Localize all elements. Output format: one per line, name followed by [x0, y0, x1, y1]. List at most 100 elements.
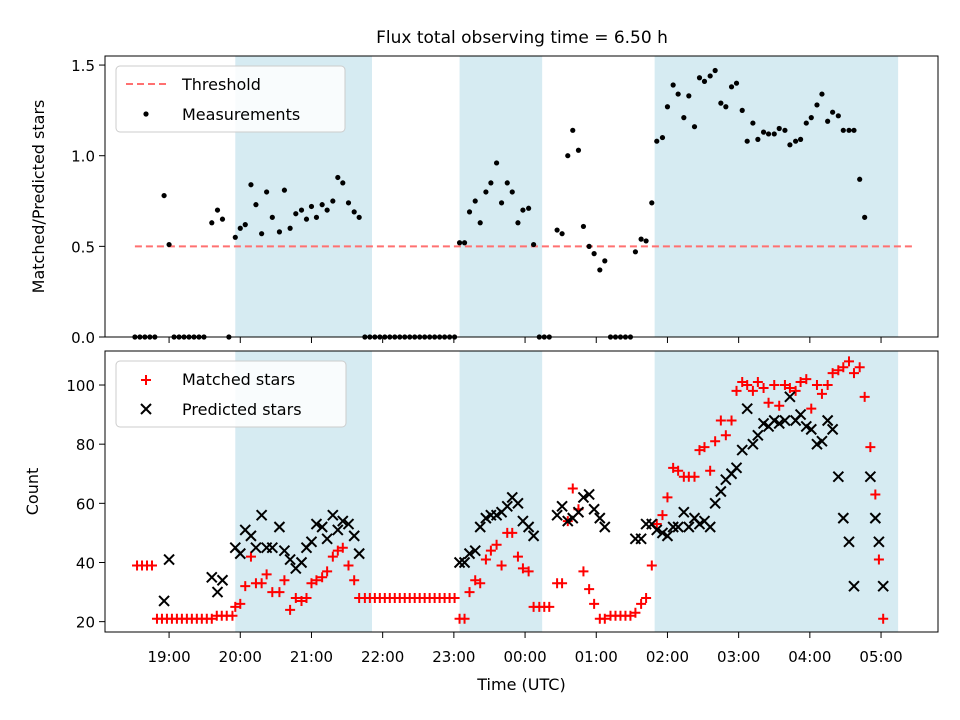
matched-star-point — [337, 542, 348, 553]
measurement-point — [209, 220, 215, 226]
matched-star-point — [726, 415, 737, 426]
matched-star-point — [523, 566, 534, 577]
matched-star-point — [790, 385, 801, 396]
matched-star-point — [279, 575, 290, 586]
measurement-point — [531, 241, 537, 248]
bottom-x-ticks: 19:00 20:00 21:00 22:00 23:00 00:00 01:00 02:00… — [147, 632, 903, 666]
measurement-point — [554, 227, 560, 233]
measurement-point — [632, 249, 639, 255]
matched-star-point — [584, 584, 595, 595]
measurement-point — [259, 231, 265, 237]
predicted-star-point — [342, 518, 355, 530]
predicted-star-point — [255, 509, 268, 521]
shaded-band-top-1 — [459, 56, 543, 337]
measurement-point — [803, 120, 809, 126]
predicted-star-point — [453, 556, 466, 569]
measurement-point — [739, 107, 745, 113]
measurement-point — [760, 129, 767, 135]
measurement-point — [498, 200, 505, 206]
matched-star-point — [769, 380, 780, 391]
count-panel: 20 40 60 80 100 19:00 20:00 21:00 22:00 23:00 00:… — [23, 350, 939, 694]
measurement-point — [575, 147, 582, 153]
matched-star-point — [567, 483, 578, 494]
predicted-star-point — [651, 524, 663, 536]
measurement-point — [659, 134, 666, 141]
measurement-point — [664, 104, 671, 110]
matched-star-point — [646, 560, 657, 571]
predicted-star-point — [551, 509, 563, 521]
x-tick-label: 00:00 — [503, 648, 546, 666]
predicted-star-point — [348, 530, 360, 542]
measurement-point — [586, 243, 592, 249]
measurement-point — [477, 220, 483, 226]
predicted-star-point — [864, 471, 877, 483]
predicted-star-point — [816, 435, 828, 447]
legend-measurement-label: Measurements — [182, 105, 300, 124]
measurement-point — [472, 198, 478, 204]
measurement-point — [269, 214, 275, 220]
matched-star-point — [720, 430, 731, 441]
matched-star-point — [496, 560, 507, 571]
measurement-point — [493, 160, 500, 166]
predicted-star-point — [332, 524, 344, 536]
measurement-point — [166, 241, 172, 248]
x-axis-label: Time (UTC) — [476, 675, 565, 694]
measurement-point — [293, 211, 299, 217]
predicted-star-point — [583, 488, 595, 501]
top-legend: Threshold Measurements — [115, 65, 346, 133]
measurement-point — [649, 200, 655, 206]
predicted-star-point — [474, 521, 486, 533]
measurement-point — [345, 200, 352, 206]
matched-star-point — [747, 385, 758, 396]
y-tick-label: 0.0 — [71, 329, 95, 347]
predicted-star-point — [527, 530, 540, 542]
measurement-point — [253, 202, 259, 208]
matched-star-point — [806, 403, 817, 414]
predicted-star-point — [556, 500, 568, 512]
predicted-star-point — [672, 521, 684, 533]
measurement-point — [242, 222, 248, 228]
shaded-band-top-2 — [654, 56, 899, 337]
legend-predicted-label: Predicted stars — [182, 400, 302, 419]
legend-threshold-label: Threshold — [181, 75, 261, 94]
measurement-point — [335, 174, 341, 181]
predicted-star-point — [310, 518, 323, 530]
y-tick-label: 100 — [66, 377, 95, 395]
matched-star-point — [641, 592, 652, 603]
measurement-point — [298, 207, 305, 213]
predicted-star-point — [469, 544, 481, 557]
measurement-point — [819, 91, 825, 97]
measurement-point — [303, 216, 310, 222]
matched-star-point — [865, 442, 876, 453]
measurement-point — [728, 84, 735, 90]
matched-star-point — [349, 575, 360, 586]
matched-star-point — [146, 560, 157, 571]
matched-star-point — [657, 510, 668, 521]
predicted-star-point — [316, 521, 328, 533]
y-tick-label: 1.0 — [71, 148, 95, 166]
matched-star-point — [838, 362, 849, 373]
predicted-star-point — [266, 541, 279, 554]
measurement-point — [591, 251, 597, 257]
matched-star-point — [651, 519, 662, 530]
ratio-panel: 0.0 0.5 1.0 1.5 Matched/Predicted stars Thr… — [29, 55, 939, 347]
measurement-point — [701, 78, 708, 84]
measurement-point — [504, 180, 510, 186]
matched-star-point — [636, 598, 647, 609]
predicted-star-point — [588, 503, 600, 515]
matched-star-point — [801, 374, 812, 385]
x-tick-label: 23:00 — [432, 648, 475, 666]
matched-star-point — [811, 380, 822, 391]
matched-star-point — [784, 382, 795, 393]
predicted-star-point — [577, 491, 590, 504]
predicted-star-point — [572, 506, 585, 518]
predicted-star-point — [832, 471, 845, 483]
measurement-point — [520, 207, 526, 213]
x-tick-label: 22:00 — [361, 648, 404, 666]
measurement-point — [340, 180, 346, 186]
predicted-star-point — [216, 574, 229, 586]
shaded-band-bottom-1 — [459, 351, 543, 632]
measurement-point — [830, 109, 836, 115]
matched-star-point — [873, 554, 884, 565]
measurement-point — [793, 138, 799, 144]
